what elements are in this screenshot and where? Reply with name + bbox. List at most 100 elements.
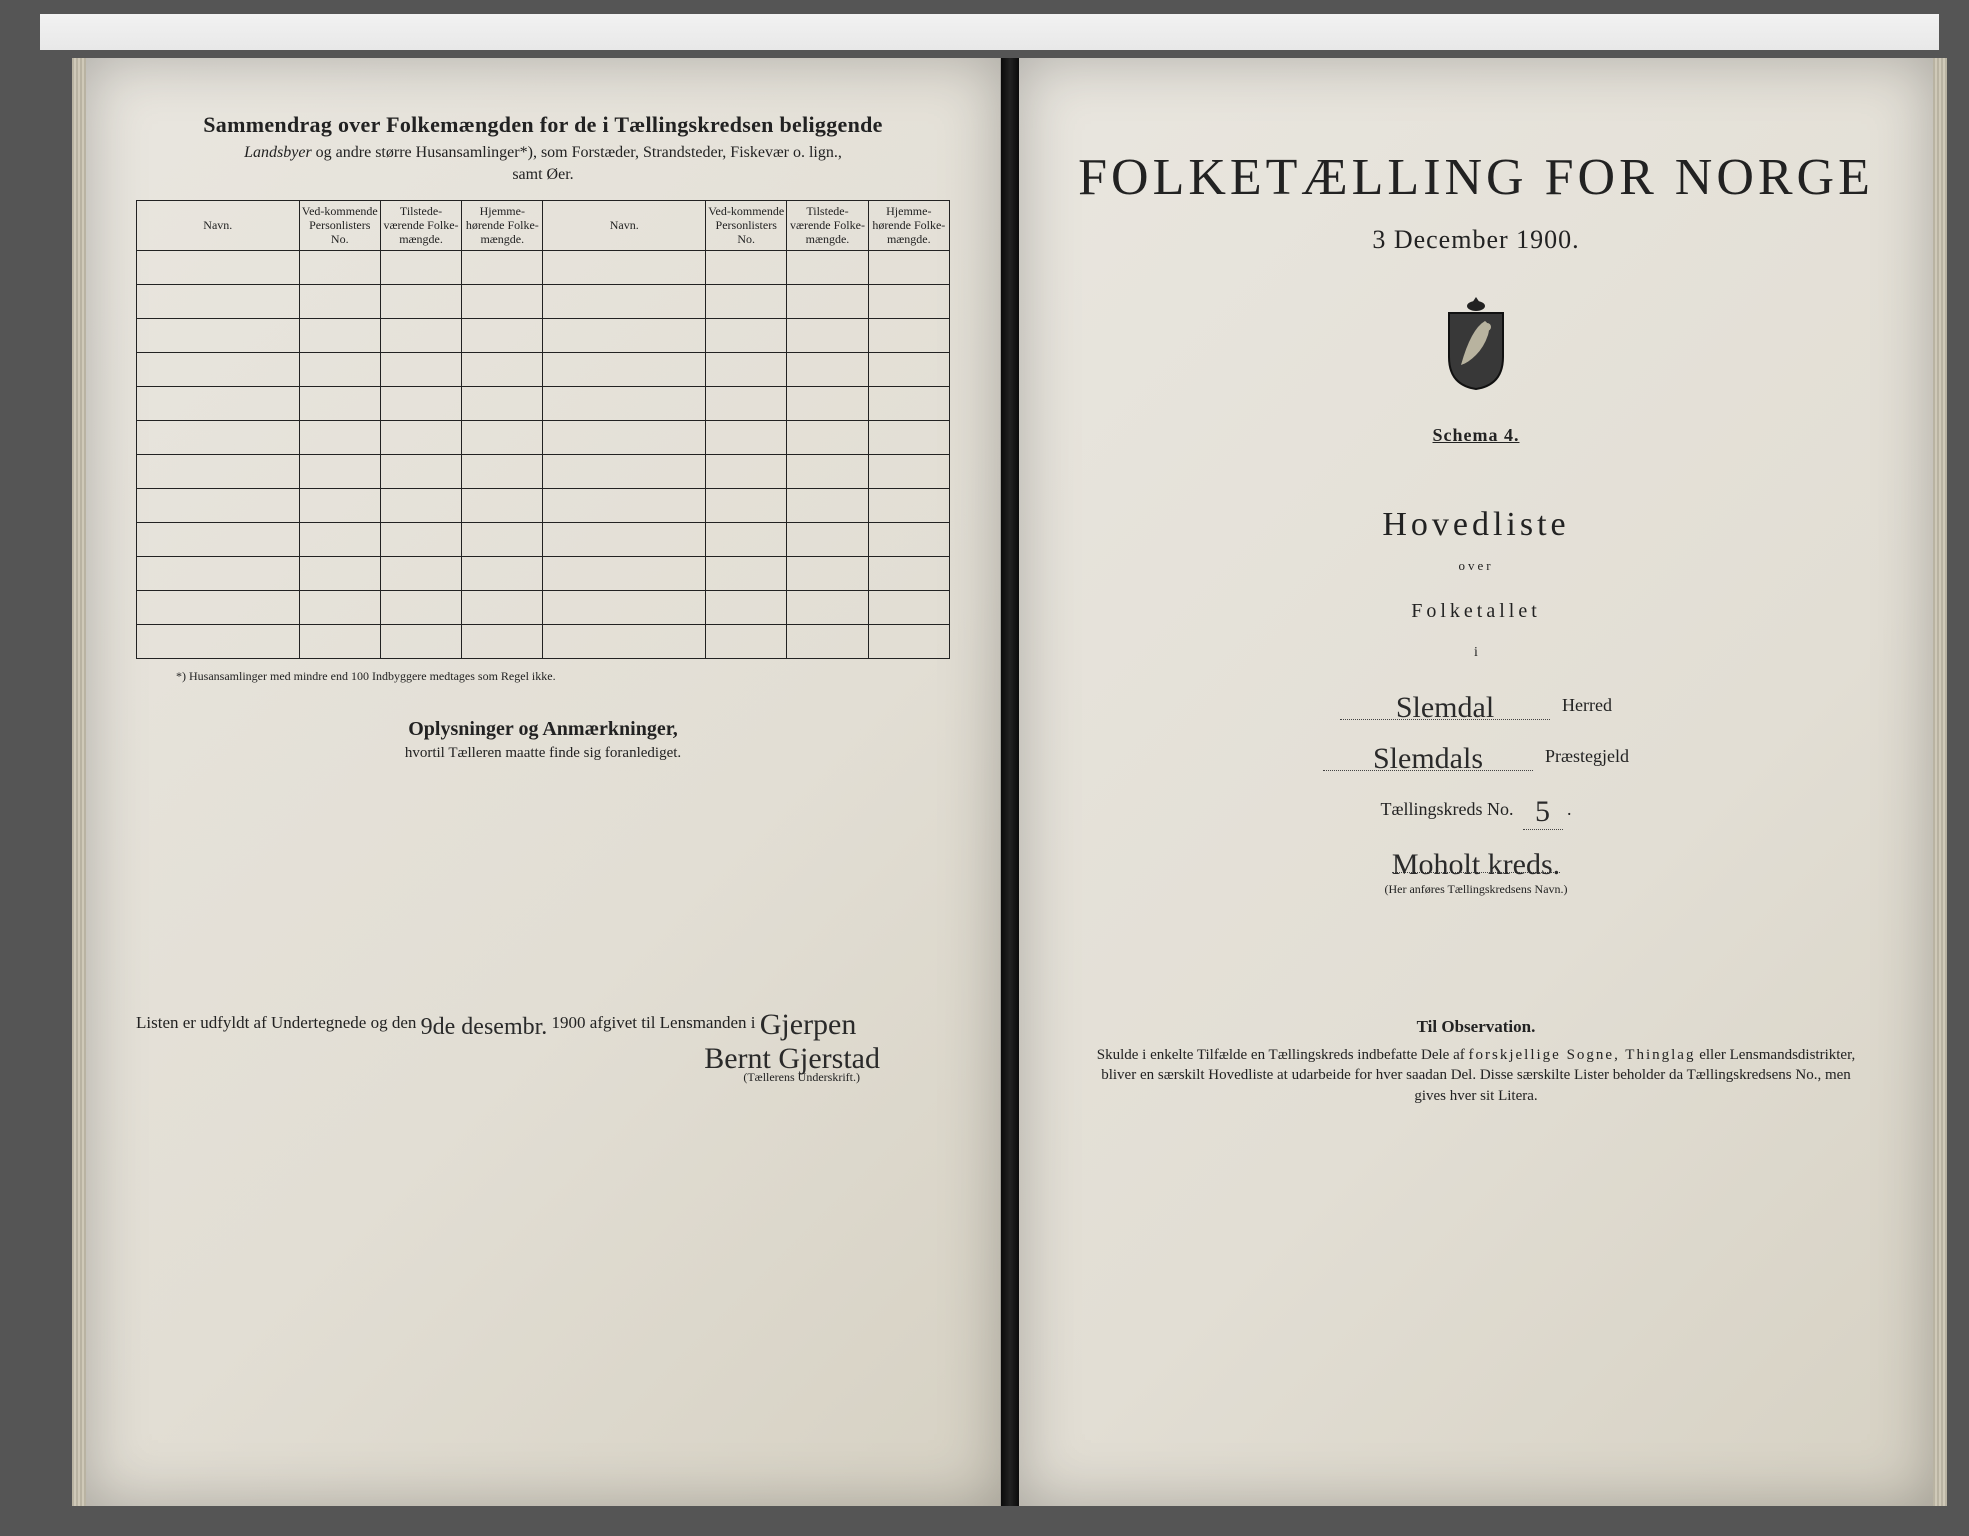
obs-spaced: forskjellige Sogne, Thinglag xyxy=(1469,1047,1696,1063)
table-cell xyxy=(380,523,461,557)
col-vedkom-2: Ved-kommende Personlisters No. xyxy=(706,201,787,251)
table-row xyxy=(137,387,950,421)
table-cell xyxy=(787,285,868,319)
table-cell xyxy=(137,557,300,591)
table-cell xyxy=(543,251,706,285)
table-cell xyxy=(299,591,380,625)
kreds-no-handwritten: 5 xyxy=(1523,795,1563,830)
table-cell xyxy=(462,625,543,659)
table-row xyxy=(137,591,950,625)
table-row xyxy=(137,251,950,285)
table-cell xyxy=(462,523,543,557)
herred-handwritten: Slemdal xyxy=(1396,691,1494,725)
kreds-caption: (Her anføres Tællingskredsens Navn.) xyxy=(1069,882,1883,897)
table-cell xyxy=(543,591,706,625)
signoff-prefix: Listen er udfyldt af Undertegnede og den xyxy=(136,1013,421,1032)
col-navn-1: Navn. xyxy=(137,201,300,251)
over-label: over xyxy=(1069,558,1883,574)
right-page: FOLKETÆLLING FOR NORGE 3 December 1900. … xyxy=(1019,58,1933,1506)
col-hjemme-2: Hjemme-hørende Folke-mængde. xyxy=(868,201,949,251)
footnote: *) Husansamlinger med mindre end 100 Ind… xyxy=(136,669,950,684)
table-cell xyxy=(299,285,380,319)
summary-heading: Sammendrag over Folkemængden for de i Tæ… xyxy=(136,112,950,138)
kreds-no-line: Tællingskreds No. 5 . xyxy=(1069,789,1883,824)
table-cell xyxy=(462,319,543,353)
table-cell xyxy=(299,319,380,353)
kreds-label: Tællingskreds No. xyxy=(1381,799,1514,819)
table-cell xyxy=(543,523,706,557)
table-cell xyxy=(543,557,706,591)
table-cell xyxy=(868,251,949,285)
oplys-subhead: hvortil Tælleren maatte finde sig foranl… xyxy=(136,745,950,762)
table-cell xyxy=(706,625,787,659)
prest-handwritten: Slemdals xyxy=(1373,742,1483,776)
observation-body: Skulde i enkelte Tilfælde en Tællingskre… xyxy=(1086,1045,1866,1106)
page-edge-left xyxy=(72,58,86,1506)
table-cell xyxy=(787,251,868,285)
table-cell xyxy=(462,353,543,387)
table-cell xyxy=(543,421,706,455)
book-gutter xyxy=(1001,58,1019,1506)
table-cell xyxy=(137,251,300,285)
table-cell xyxy=(462,489,543,523)
signature-block: Bernt Gjerstad xyxy=(136,1036,950,1070)
table-cell xyxy=(543,455,706,489)
census-date: 3 December 1900. xyxy=(1069,225,1883,255)
left-page: Sammendrag over Folkemængden for de i Tæ… xyxy=(86,58,1001,1506)
table-cell xyxy=(137,455,300,489)
table-cell xyxy=(868,557,949,591)
table-cell xyxy=(706,557,787,591)
table-cell xyxy=(787,353,868,387)
signoff-date-handwritten: 9de desembr. xyxy=(421,1014,548,1041)
table-cell xyxy=(868,455,949,489)
table-cell xyxy=(868,285,949,319)
folketallet-label: Folketallet xyxy=(1069,600,1883,623)
coat-of-arms-icon xyxy=(1437,291,1515,391)
table-cell xyxy=(299,625,380,659)
table-cell xyxy=(868,387,949,421)
table-cell xyxy=(868,421,949,455)
table-cell xyxy=(787,523,868,557)
table-cell xyxy=(380,387,461,421)
table-cell xyxy=(299,421,380,455)
table-cell xyxy=(380,557,461,591)
summary-table-body xyxy=(137,251,950,659)
table-cell xyxy=(380,421,461,455)
summary-subhead: Landsbyer og andre større Husansamlinger… xyxy=(136,144,950,162)
table-cell xyxy=(706,387,787,421)
kreds-name-line: Moholt kreds. xyxy=(1069,842,1883,876)
col-vedkom-1: Ved-kommende Personlisters No. xyxy=(299,201,380,251)
table-cell xyxy=(868,319,949,353)
table-cell xyxy=(462,387,543,421)
table-cell xyxy=(787,557,868,591)
observation-title: Til Observation. xyxy=(1069,1017,1883,1037)
table-cell xyxy=(137,285,300,319)
open-book: Sammendrag over Folkemængden for de i Tæ… xyxy=(86,58,1933,1506)
subhead-italic: Landsbyer xyxy=(244,144,312,161)
table-row xyxy=(137,353,950,387)
table-cell xyxy=(868,625,949,659)
table-cell xyxy=(137,353,300,387)
table-cell xyxy=(380,251,461,285)
signoff-year: 1900 afgivet til Lensmanden i xyxy=(552,1013,760,1032)
table-cell xyxy=(543,625,706,659)
prest-label: Præstegjeld xyxy=(1545,746,1629,767)
table-cell xyxy=(868,523,949,557)
table-cell xyxy=(706,489,787,523)
table-cell xyxy=(380,319,461,353)
kreds-name-handwritten: Moholt kreds. xyxy=(1392,848,1560,882)
hovedliste-heading: Hovedliste xyxy=(1069,506,1883,544)
table-cell xyxy=(462,251,543,285)
table-cell xyxy=(706,421,787,455)
table-cell xyxy=(137,489,300,523)
table-cell xyxy=(462,591,543,625)
table-row xyxy=(137,421,950,455)
signature-handwritten: Bernt Gjerstad xyxy=(704,1042,880,1076)
table-row xyxy=(137,319,950,353)
schema-label: Schema 4. xyxy=(1069,425,1883,446)
table-cell xyxy=(706,591,787,625)
table-cell xyxy=(380,489,461,523)
table-cell xyxy=(137,319,300,353)
summary-subhead-line2: samt Øer. xyxy=(136,166,950,184)
table-cell xyxy=(137,625,300,659)
